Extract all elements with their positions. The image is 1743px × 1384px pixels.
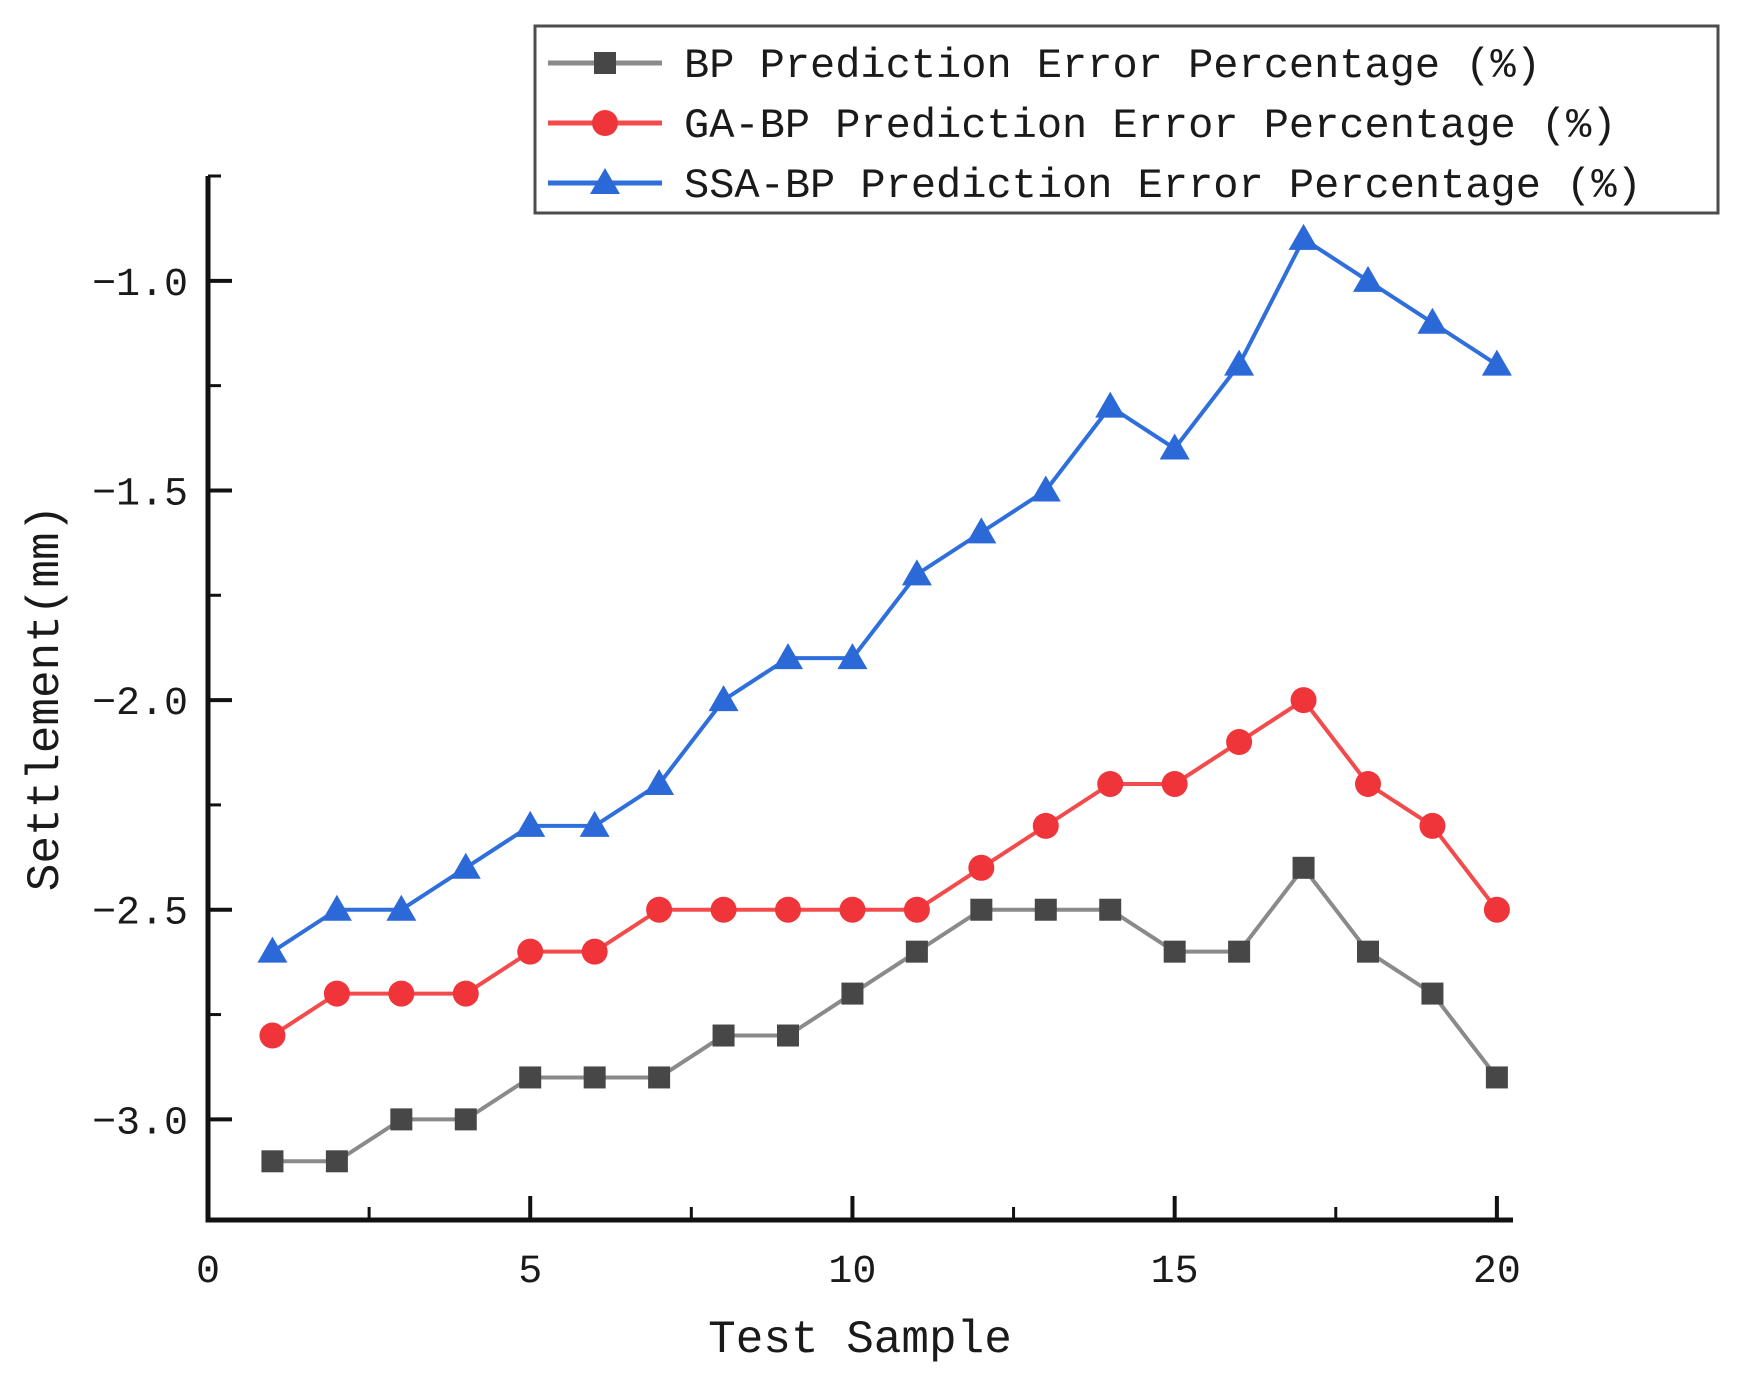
data-point-bp [390, 1108, 413, 1131]
data-point-bp [1421, 982, 1444, 1005]
data-point-bp [1357, 940, 1379, 963]
data-point-ssa-bp [837, 643, 868, 670]
legend-marker-ssa-bp [590, 168, 620, 194]
data-point-bp [1034, 898, 1057, 921]
data-point-ga-bp [323, 980, 350, 1007]
series-bp [261, 856, 1508, 1173]
data-point-bp [905, 940, 928, 963]
data-point-bp [648, 1066, 671, 1089]
data-point-bp [1163, 940, 1186, 963]
data-point-ssa-bp [1030, 475, 1061, 502]
data-point-ssa-bp [386, 894, 417, 921]
data-point-ga-bp [1483, 896, 1510, 923]
series-ssa-bp [257, 223, 1512, 963]
series-line-ssa-bp [271, 236, 1498, 954]
series-ga-bp [259, 687, 1510, 1049]
data-point-ssa-bp [1159, 433, 1190, 460]
legend-item-ssa-bp: SSA-BP Prediction Error Percentage (%) [548, 162, 1642, 210]
data-point-bp [325, 1150, 348, 1173]
data-point-bp [712, 1024, 735, 1047]
data-point-bp [1228, 940, 1251, 963]
y-axis-title: Settlement(mm) [20, 505, 72, 891]
data-point-ssa-bp [515, 810, 546, 837]
legend-item-bp: BP Prediction Error Percentage (%) [548, 42, 1541, 90]
data-point-ssa-bp [1353, 265, 1383, 292]
data-point-ga-bp [1355, 770, 1381, 797]
data-point-ga-bp [1032, 812, 1059, 839]
legend-label-ga-bp: GA-BP Prediction Error Percentage (%) [684, 102, 1617, 150]
data-point-ssa-bp [966, 517, 997, 544]
y-tick-label: −1.5 [92, 472, 188, 517]
legend-box [533, 24, 1720, 215]
x-tick-label: 20 [1473, 1250, 1521, 1295]
data-point-bp [519, 1066, 542, 1089]
data-point-bp [970, 898, 993, 921]
data-point-ssa-bp [257, 936, 288, 963]
legend-marker-bp [594, 52, 616, 74]
data-point-bp [777, 1024, 799, 1047]
x-tick-label: 0 [196, 1250, 220, 1295]
data-point-ssa-bp [450, 852, 481, 879]
data-point-ga-bp [1226, 729, 1253, 756]
data-point-ga-bp [968, 854, 995, 881]
data-point-ssa-bp [644, 768, 675, 795]
x-tick-label: 10 [828, 1250, 876, 1295]
data-point-ga-bp [1161, 770, 1188, 797]
data-point-ssa-bp [1224, 349, 1255, 376]
plot-area: 0 5 10 15 20 −1.0 −1.5 −2.0 −2.5 −3.0 [92, 174, 1521, 1295]
data-point-ssa-bp [1417, 307, 1448, 334]
x-tick-label: 15 [1151, 1250, 1199, 1295]
data-point-ssa-bp [901, 559, 932, 586]
data-point-ssa-bp [579, 810, 610, 837]
legend-marker-ga-bp [592, 110, 618, 136]
legend-label-bp: BP Prediction Error Percentage (%) [684, 42, 1541, 90]
data-point-ga-bp [1290, 687, 1317, 714]
data-point-ssa-bp [1095, 391, 1126, 418]
data-point-ga-bp [581, 938, 608, 965]
legend-item-ga-bp: GA-BP Prediction Error Percentage (%) [548, 102, 1617, 150]
y-tick-label: −2.5 [92, 892, 188, 937]
data-point-ga-bp [1097, 770, 1124, 797]
data-point-bp [583, 1066, 606, 1089]
legend: BP Prediction Error Percentage (%) GA-BP … [533, 24, 1720, 215]
data-point-bp [1099, 898, 1122, 921]
data-point-bp [454, 1108, 477, 1131]
data-point-ga-bp [1419, 812, 1446, 839]
data-point-ga-bp [775, 896, 801, 923]
data-point-ga-bp [517, 938, 544, 965]
data-point-ssa-bp [708, 685, 739, 712]
data-point-bp [1292, 856, 1315, 879]
data-point-ga-bp [839, 896, 866, 923]
y-tick-label: −1.0 [92, 263, 188, 308]
data-point-ga-bp [646, 896, 673, 923]
data-point-ga-bp [452, 980, 479, 1007]
data-point-ga-bp [259, 1022, 286, 1049]
data-point-bp [261, 1150, 284, 1173]
data-point-bp [1485, 1066, 1508, 1089]
y-tick-label: −3.0 [92, 1101, 188, 1146]
axis-spines [205, 176, 1513, 1223]
data-point-bp [841, 982, 864, 1005]
y-tick-label: −2.0 [92, 682, 188, 727]
data-point-ssa-bp [1481, 349, 1512, 376]
data-point-ga-bp [903, 896, 930, 923]
data-point-ga-bp [388, 980, 415, 1007]
x-tick-label: 5 [518, 1250, 542, 1295]
data-point-ga-bp [710, 896, 737, 923]
data-point-ssa-bp [773, 643, 803, 670]
legend-label-ssa-bp: SSA-BP Prediction Error Percentage (%) [684, 162, 1642, 210]
x-axis-title: Test Sample [708, 1314, 1012, 1366]
data-point-ssa-bp [1288, 223, 1319, 250]
data-point-ssa-bp [321, 894, 352, 921]
